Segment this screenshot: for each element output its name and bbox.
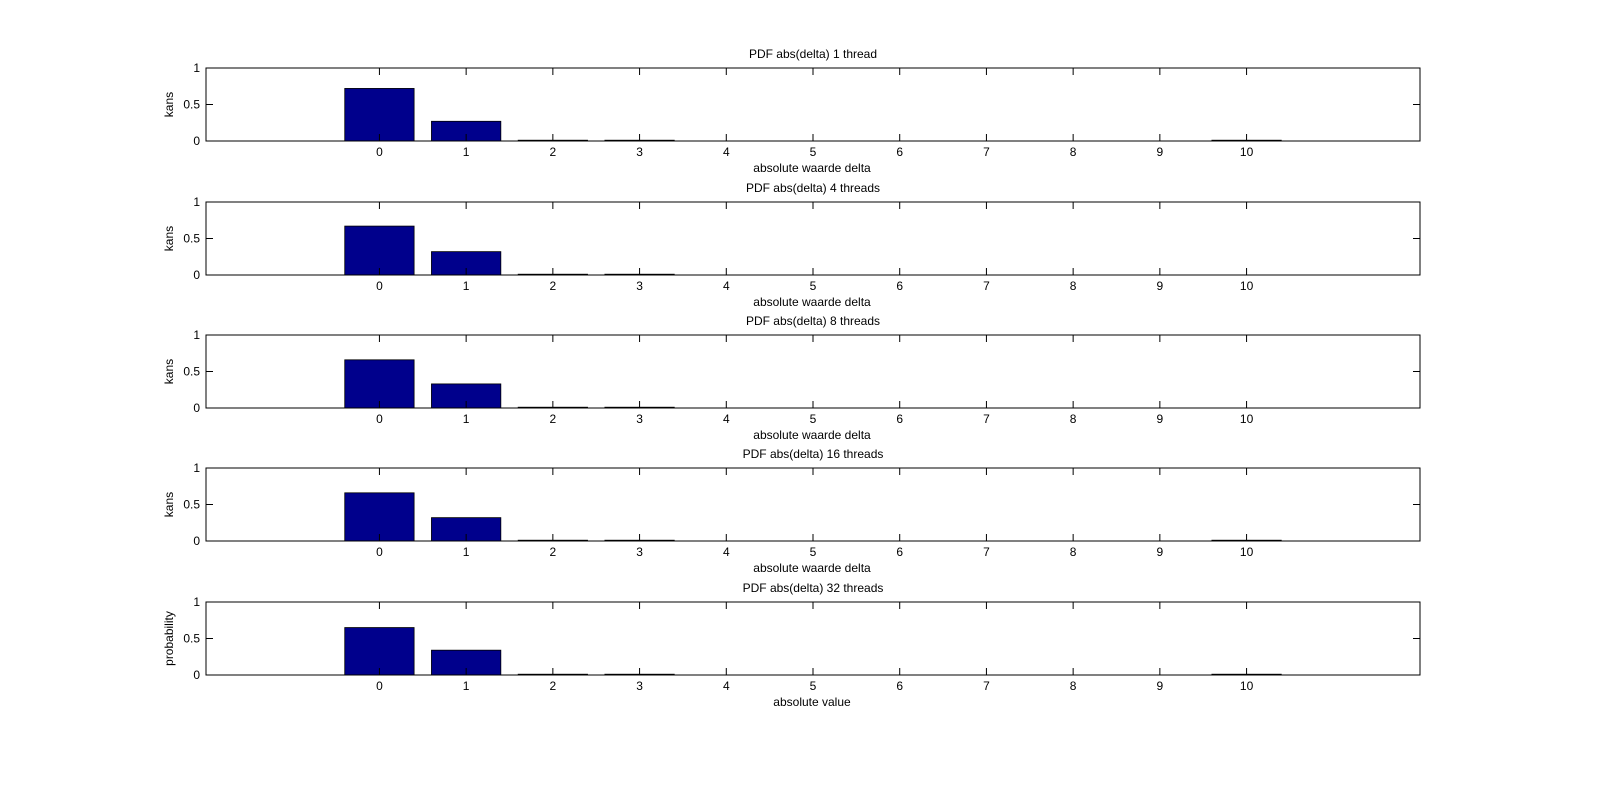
x-tick-label: 2 [550,679,557,693]
bar-0 [344,627,415,676]
x-tick-label: 0 [376,279,383,293]
x-tick-label: 3 [636,412,643,426]
x-tick-label: 5 [810,679,817,693]
subplot-title: PDF abs(delta) 8 threads [746,314,880,328]
x-tick-label: 7 [983,279,990,293]
y-tick-label: 1 [193,328,200,342]
bar-0 [344,88,415,142]
bar-0 [344,225,415,276]
bar-0 [344,359,415,409]
x-tick-label: 1 [463,145,470,159]
subplot-title: PDF abs(delta) 16 threads [743,447,884,461]
y-tick-label: 0 [193,668,200,682]
y-axis-label: kans [162,92,176,117]
y-tick-label: 0 [193,268,200,282]
x-tick-label: 9 [1157,145,1164,159]
x-tick-label: 5 [810,279,817,293]
y-tick-label: 0 [193,534,200,548]
y-tick-label: 0.5 [183,498,200,512]
x-tick-label: 8 [1070,145,1077,159]
x-tick-label: 0 [376,679,383,693]
y-axis-label: probability [162,611,176,666]
bar-0 [344,492,415,542]
x-tick-label: 6 [896,545,903,559]
subplot-2: PDF abs(delta) 4 threads 0 1 2 3 4 5 6 7 8 9 10 0 0.5… [162,181,1421,309]
y-tick-label: 1 [193,595,200,609]
x-tick-label: 2 [550,145,557,159]
x-tick-label: 5 [810,145,817,159]
subplot-1: PDF abs(delta) 1 thread 0 1 2 3 4 5 6 7 8 9 10 0 0.5 1… [162,47,1421,175]
subplot-3: PDF abs(delta) 8 threads 0 1 2 3 4 5 6 7 8 9 10 0 0.5… [162,314,1421,442]
x-tick-label: 1 [463,545,470,559]
x-tick-label: 7 [983,145,990,159]
x-tick-label: 10 [1240,145,1254,159]
x-tick-label: 0 [376,545,383,559]
y-tick-label: 0.5 [183,232,200,246]
x-tick-label: 6 [896,412,903,426]
x-tick-label: 2 [550,412,557,426]
x-tick-label: 10 [1240,679,1254,693]
x-tick-label: 2 [550,279,557,293]
x-tick-label: 9 [1157,412,1164,426]
subplot-title: PDF abs(delta) 32 threads [743,581,884,595]
x-tick-label: 4 [723,279,730,293]
x-tick-label: 8 [1070,279,1077,293]
x-tick-label: 1 [463,279,470,293]
x-tick-label: 2 [550,545,557,559]
x-tick-label: 10 [1240,412,1254,426]
subplot-5: PDF abs(delta) 32 threads 0 1 2 3 4 5 6 7 8 9 10 0 0.… [162,581,1421,709]
x-axis-label: absolute waarde delta [753,561,871,575]
y-tick-label: 0.5 [183,98,200,112]
subplot-4: PDF abs(delta) 16 threads 0 1 2 3 4 5 6 7 8 9 10 0 0.… [162,447,1421,575]
x-tick-label: 7 [983,545,990,559]
x-tick-label: 3 [636,545,643,559]
y-tick-label: 1 [193,461,200,475]
x-tick-label: 1 [463,679,470,693]
x-axis-label: absolute waarde delta [753,295,871,309]
subplot-title: PDF abs(delta) 1 thread [749,47,877,61]
x-tick-label: 10 [1240,545,1254,559]
x-tick-label: 3 [636,279,643,293]
x-tick-label: 8 [1070,545,1077,559]
x-tick-label: 0 [376,145,383,159]
x-tick-label: 8 [1070,412,1077,426]
y-tick-label: 0 [193,134,200,148]
x-tick-label: 9 [1157,279,1164,293]
x-tick-label: 6 [896,679,903,693]
x-tick-label: 8 [1070,679,1077,693]
x-tick-label: 4 [723,145,730,159]
x-tick-label: 4 [723,679,730,693]
x-tick-label: 9 [1157,679,1164,693]
y-tick-label: 0.5 [183,632,200,646]
x-axis-label: absolute value [773,695,851,709]
x-tick-label: 1 [463,412,470,426]
y-axis-label: kans [162,359,176,384]
subplot-title: PDF abs(delta) 4 threads [746,181,880,195]
x-tick-label: 9 [1157,545,1164,559]
y-axis-label: kans [162,492,176,517]
y-tick-label: 1 [193,195,200,209]
x-tick-label: 6 [896,145,903,159]
x-axis-label: absolute waarde delta [753,428,871,442]
y-axis-label: kans [162,226,176,251]
x-tick-label: 5 [810,545,817,559]
y-tick-label: 0 [193,401,200,415]
x-axis-label: absolute waarde delta [753,161,871,175]
x-tick-label: 10 [1240,279,1254,293]
x-tick-label: 3 [636,145,643,159]
x-tick-label: 4 [723,412,730,426]
x-tick-label: 0 [376,412,383,426]
x-tick-label: 7 [983,412,990,426]
x-tick-label: 3 [636,679,643,693]
y-tick-label: 1 [193,61,200,75]
x-tick-label: 4 [723,545,730,559]
y-tick-label: 0.5 [183,365,200,379]
x-tick-label: 5 [810,412,817,426]
x-tick-label: 6 [896,279,903,293]
x-tick-label: 7 [983,679,990,693]
